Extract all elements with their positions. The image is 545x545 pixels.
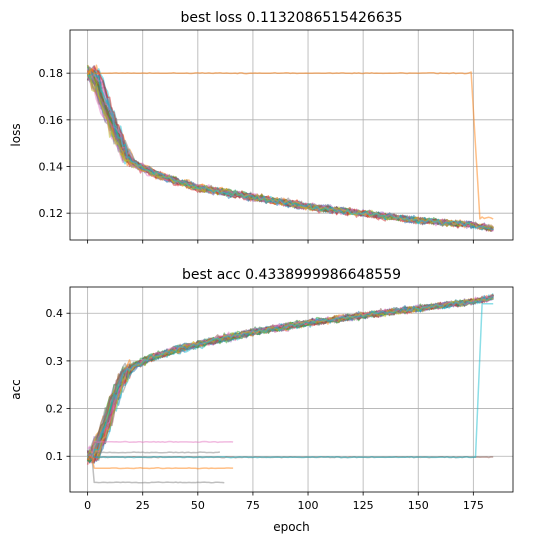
loss-series-group [86, 64, 494, 232]
acc-ticks: 0 25 50 75 100 125 150 175 0.1 0.2 0.3 0.4 [46, 307, 484, 512]
acc-ytick-label: 0.3 [46, 355, 64, 368]
loss-ticks: 0.12 0.14 0.16 0.18 [39, 67, 474, 244]
loss-title: best loss 0.1132086515426635 [180, 10, 402, 26]
acc-xlabel: epoch [273, 520, 310, 534]
loss-ytick-label: 0.14 [39, 161, 64, 174]
acc-series-line-special-2 [87, 440, 234, 459]
loss-ylabel: loss [9, 123, 23, 146]
acc-series-group [86, 293, 494, 484]
loss-ytick-label: 0.16 [39, 114, 64, 127]
loss-axes-frame [69, 29, 514, 241]
acc-ytick-label: 0.1 [46, 450, 64, 463]
loss-plot-area [70, 30, 513, 240]
acc-series-line-special-4 [87, 453, 225, 484]
acc-series-line-special-3 [87, 451, 221, 457]
acc-ytick-label: 0.2 [46, 403, 64, 416]
acc-xtick-label: 50 [191, 499, 205, 512]
loss-series-line-39 [87, 71, 494, 231]
acc-ylabel: acc [9, 379, 23, 400]
loss-ytick-label: 0.18 [39, 67, 64, 80]
loss-chart: 0.12 0.14 0.16 0.18 best loss 0.11320865154… [9, 10, 514, 244]
acc-series-line-special-5 [86, 455, 234, 470]
acc-xtick-label: 150 [408, 499, 429, 512]
acc-ytick-label: 0.4 [46, 307, 64, 320]
acc-xtick-label: 75 [246, 499, 260, 512]
acc-series-line-special-1 [87, 302, 494, 459]
acc-plot-area [70, 287, 513, 492]
acc-xtick-label: 175 [463, 499, 484, 512]
acc-xtick-label: 0 [84, 499, 91, 512]
acc-series-line-39 [87, 295, 494, 461]
loss-series-line-special-0 [86, 69, 494, 220]
acc-xtick-label: 125 [353, 499, 374, 512]
acc-title: best acc 0.4338999986648559 [182, 267, 401, 283]
acc-xtick-label: 25 [136, 499, 150, 512]
loss-ytick-label: 0.12 [39, 207, 64, 220]
acc-xtick-label: 100 [298, 499, 319, 512]
acc-chart: 0 25 50 75 100 125 150 175 0.1 0.2 0.3 0.4 best acc… [9, 267, 514, 534]
acc-axes-frame [69, 286, 514, 493]
